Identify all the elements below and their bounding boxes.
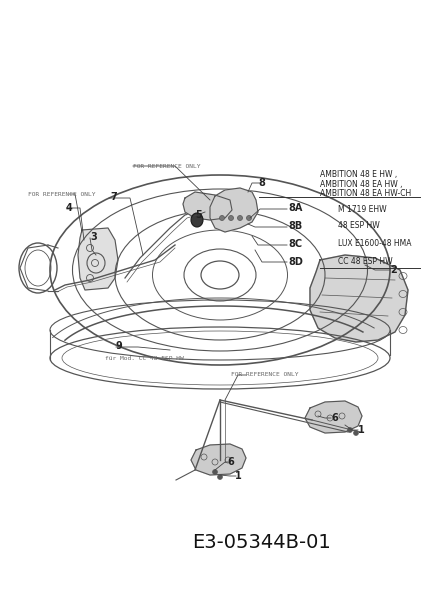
Text: AMBITION 48 EA HW-CH: AMBITION 48 EA HW-CH [320, 188, 411, 197]
Ellipse shape [348, 427, 352, 433]
Text: FOR REFERENCE ONLY: FOR REFERENCE ONLY [28, 191, 95, 196]
Text: für Mod. CC 48 ESP HW: für Mod. CC 48 ESP HW [105, 356, 184, 361]
Polygon shape [310, 255, 408, 342]
Text: 8B: 8B [288, 221, 302, 231]
Text: LUX E1600-48 HMA: LUX E1600-48 HMA [338, 239, 412, 248]
Text: 3: 3 [90, 232, 97, 242]
Text: 9: 9 [115, 341, 122, 351]
Polygon shape [191, 444, 246, 475]
Text: 7: 7 [110, 192, 117, 202]
Polygon shape [305, 401, 362, 433]
Text: 6: 6 [331, 413, 338, 423]
Ellipse shape [237, 215, 243, 220]
Text: 1: 1 [235, 471, 242, 481]
Text: CC 48 ESP HW: CC 48 ESP HW [338, 257, 393, 266]
Text: 6: 6 [227, 457, 234, 467]
Text: E3-05344B-01: E3-05344B-01 [192, 533, 332, 553]
Text: FOR REFERENCE ONLY: FOR REFERENCE ONLY [133, 163, 201, 169]
Text: 8D: 8D [288, 257, 303, 267]
Text: 8C: 8C [288, 239, 302, 249]
Polygon shape [78, 228, 118, 290]
Text: 8: 8 [258, 178, 265, 188]
Ellipse shape [191, 213, 203, 227]
Ellipse shape [229, 215, 234, 220]
Ellipse shape [220, 215, 224, 220]
Text: 4: 4 [66, 203, 73, 213]
Text: 48 ESP HW: 48 ESP HW [338, 221, 380, 230]
Ellipse shape [246, 215, 251, 220]
Polygon shape [210, 188, 258, 232]
Ellipse shape [354, 431, 359, 436]
Text: 8A: 8A [288, 203, 302, 213]
Ellipse shape [212, 469, 218, 475]
Text: 1: 1 [358, 425, 365, 435]
Text: AMBITION 48 EA HW ,: AMBITION 48 EA HW , [320, 179, 402, 188]
Text: FOR REFERENCE ONLY: FOR REFERENCE ONLY [231, 373, 298, 377]
Text: 5: 5 [195, 210, 202, 220]
Text: 2: 2 [390, 265, 397, 275]
Polygon shape [183, 192, 232, 220]
Ellipse shape [218, 475, 223, 479]
Text: M 1719 EHW: M 1719 EHW [338, 205, 387, 214]
Text: AMBITION 48 E HW ,: AMBITION 48 E HW , [320, 170, 397, 179]
